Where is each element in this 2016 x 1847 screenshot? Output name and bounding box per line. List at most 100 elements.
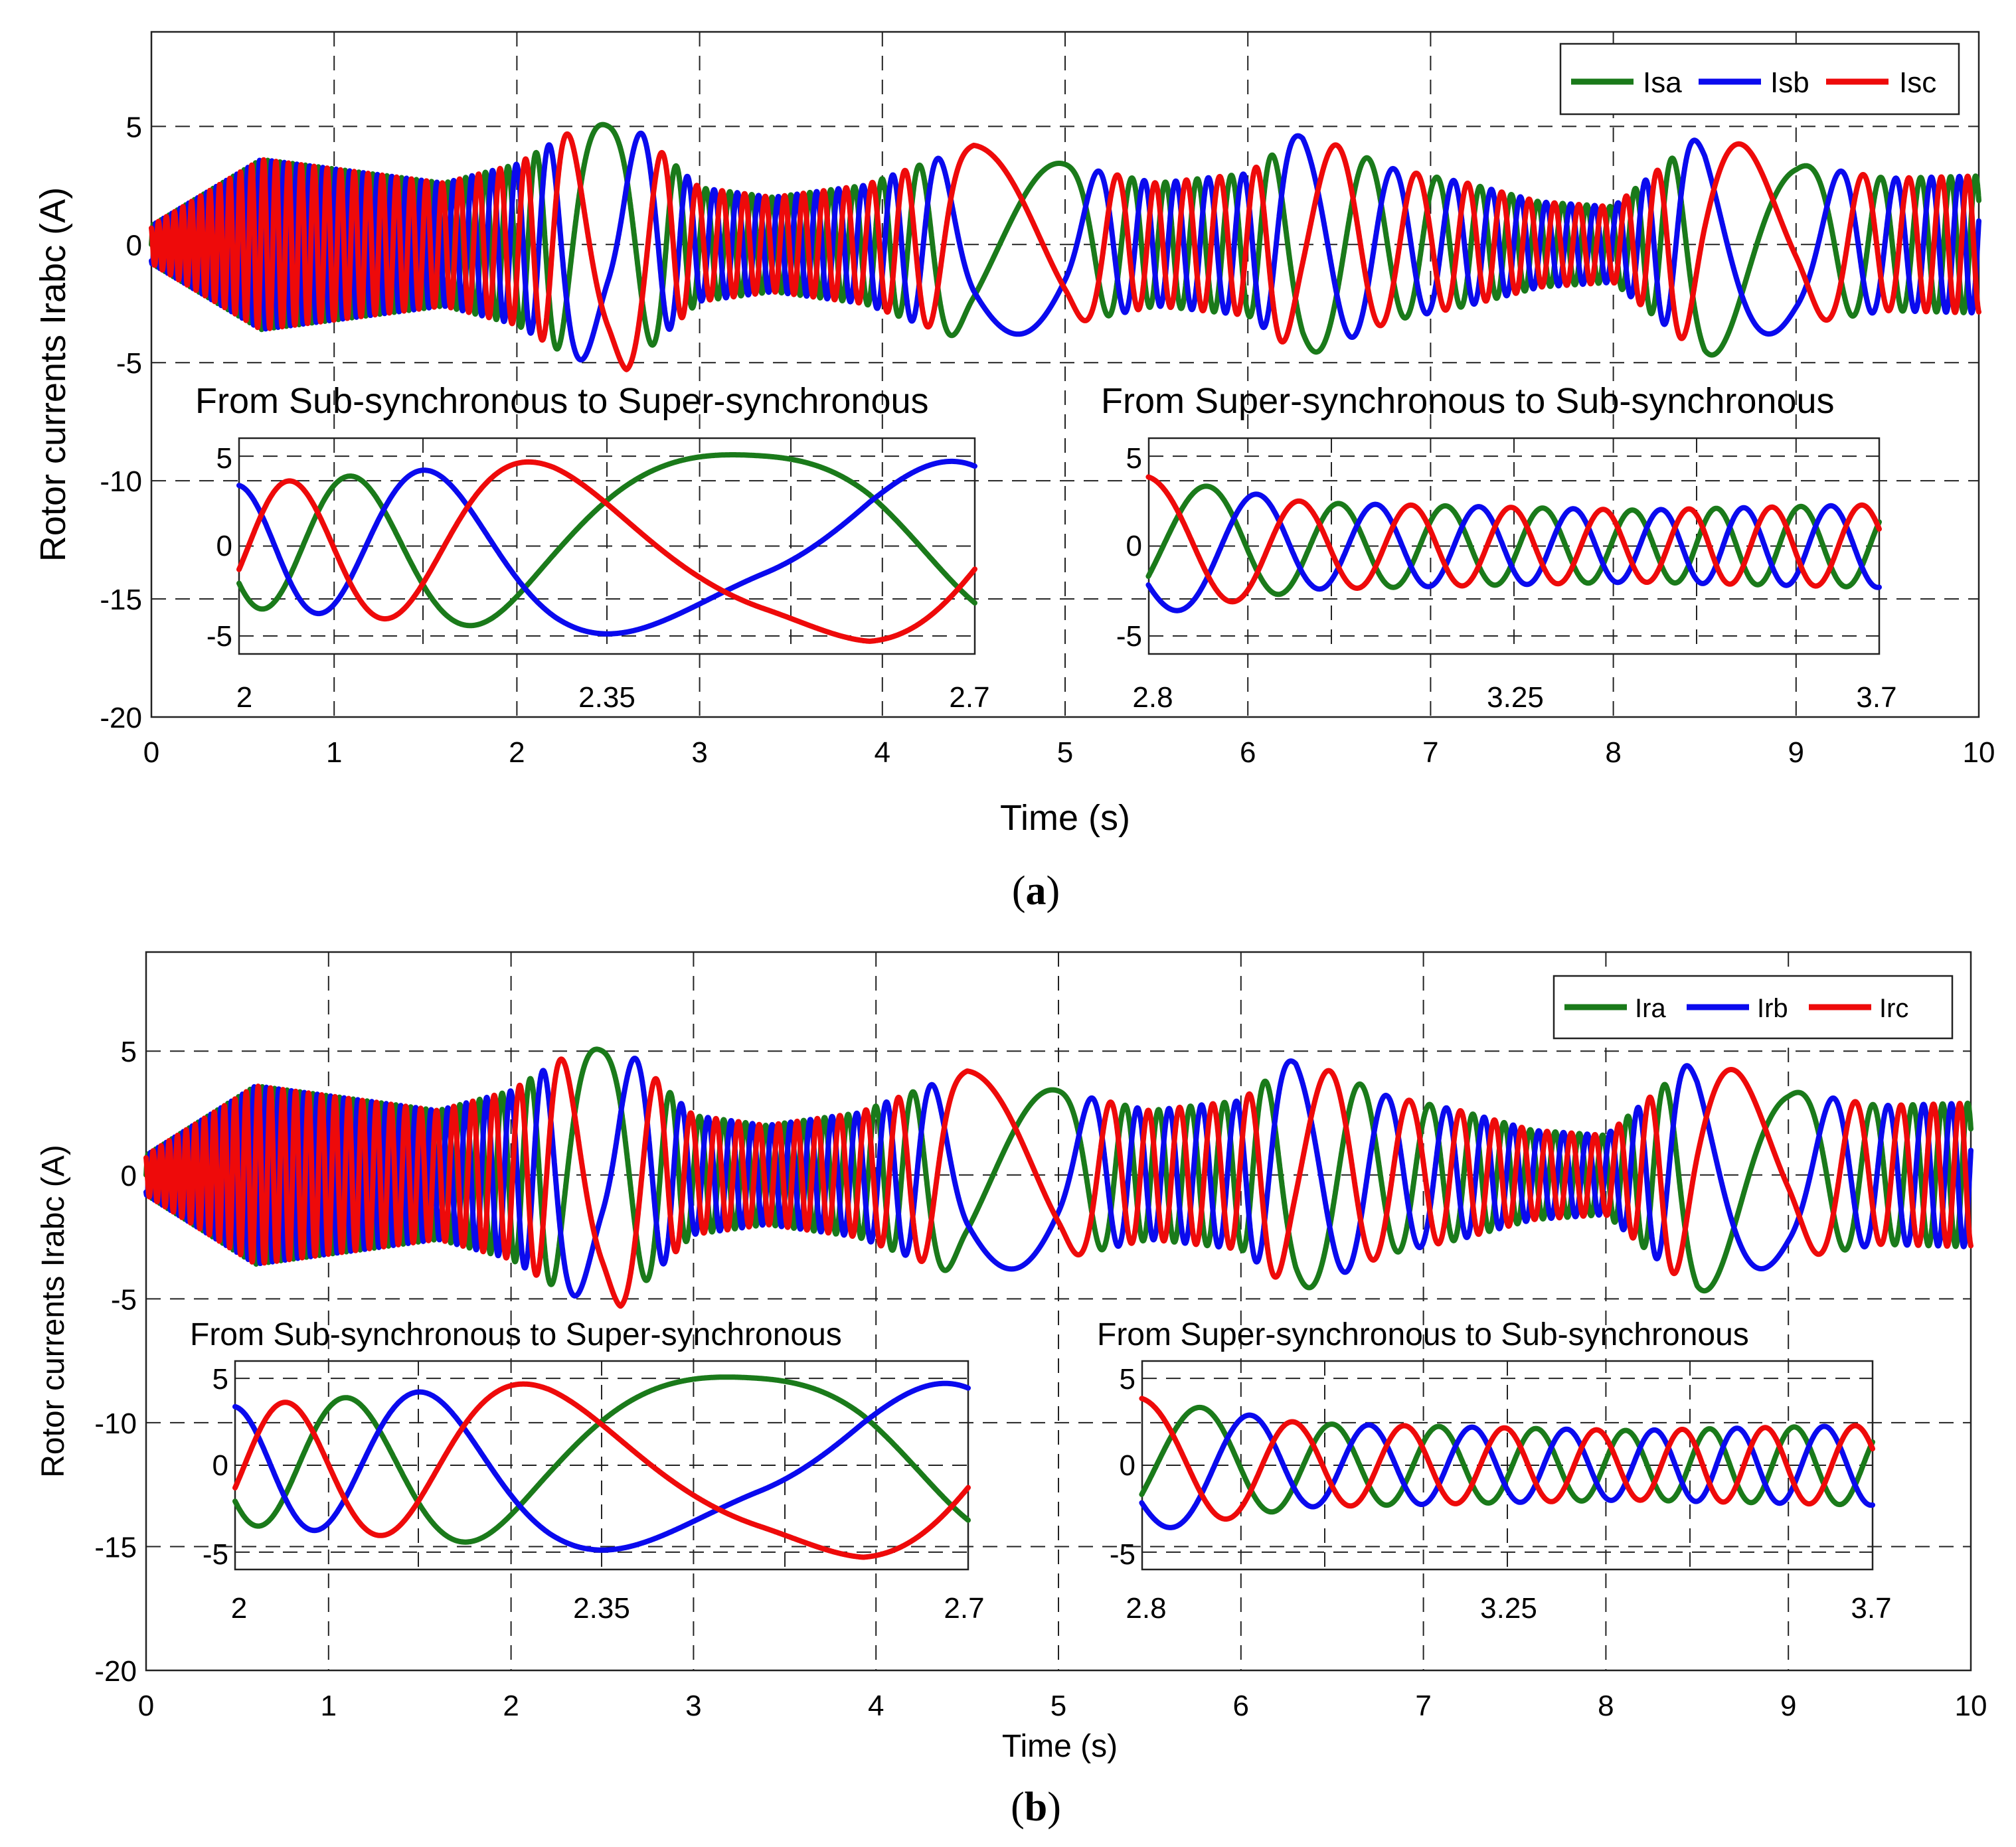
panel-a-inset-2-title: From Super-synchronous to Sub-synchronou…	[1101, 381, 1835, 421]
panel-a-x-ticks: 0 1 2 3 4 5 6 7 8 9 10	[143, 736, 1995, 769]
x-tick-label: 9	[1780, 1690, 1796, 1722]
x-tick-label: 3	[685, 1690, 701, 1722]
y-tick-label: -10	[100, 465, 142, 498]
panel-a-legend: Isa Isb Isc	[1559, 42, 1960, 116]
y-tick-label: -5	[116, 347, 142, 380]
y-tick-label: -20	[94, 1655, 137, 1688]
legend-label-isc: Isc	[1899, 66, 1936, 99]
series-isc	[149, 131, 1981, 372]
panel-a-inset-2-ytick-1: 0	[1126, 530, 1142, 562]
panel-a-inset-2-xtick-1: 3.25	[1487, 681, 1544, 714]
x-tick-label: 3	[691, 736, 707, 769]
panel-b-inset-2	[1139, 1361, 1875, 1569]
panel-a-inset-2-xtick-0: 2.8	[1132, 681, 1173, 714]
panel-a-inset-2-xtick-2: 3.7	[1856, 681, 1896, 714]
panel-a-x-label: Time (s)	[1000, 798, 1130, 838]
panel-a-chart: 0 1 2 3 4 5 6 7 8 9 10 5 0 -5 -10 -15 -20 Time (s) Roto…	[33, 31, 1995, 914]
x-tick-label: 8	[1598, 1690, 1614, 1722]
legend-label-isa: Isa	[1643, 66, 1682, 99]
panel-a-inset-2-ytick-0: 5	[1126, 442, 1142, 475]
panel-a-inset-1-ytick-2: -5	[207, 620, 232, 653]
panel-b-legend: Ira Irb Irc	[1553, 975, 1954, 1040]
inset-series-isb	[236, 458, 977, 637]
x-tick-label: 7	[1415, 1690, 1431, 1722]
panel-a-y-ticks: 5 0 -5 -10 -15 -20	[100, 111, 142, 734]
panel-a-inset-1-xtick-0: 2	[236, 681, 252, 714]
inset-series-irb	[232, 1380, 971, 1553]
y-tick-label: 0	[121, 1160, 137, 1192]
y-tick-label: -20	[100, 702, 142, 734]
inset-series-irc	[1139, 1396, 1875, 1522]
x-tick-label: 5	[1057, 736, 1073, 769]
x-tick-label: 0	[138, 1690, 154, 1722]
x-tick-label: 2	[503, 1690, 519, 1722]
panel-b-inset-2-xtick-1: 3.25	[1480, 1592, 1537, 1625]
panel-b-y-label: Rotor currents Irabc (A)	[36, 1145, 71, 1477]
panel-b-inset-1-xtick-0: 2	[231, 1592, 247, 1625]
panel-a-inset-1-ytick-1: 0	[216, 530, 232, 562]
panel-b-inset-2-ytick-0: 5	[1120, 1363, 1135, 1396]
series-ira	[143, 1046, 1974, 1294]
panel-a-inset-1-ytick-0: 5	[216, 442, 232, 475]
panel-b-inset-1	[232, 1361, 971, 1569]
x-tick-label: 0	[143, 736, 159, 769]
y-tick-label: 5	[121, 1036, 137, 1068]
panel-b-x-ticks: 0 1 2 3 4 5 6 7 8 9 10	[138, 1690, 1987, 1722]
y-tick-label: -10	[94, 1407, 137, 1440]
panel-a-grid	[151, 32, 1979, 717]
x-tick-label: 9	[1788, 736, 1804, 769]
panel-a-inset-1-xtick-2: 2.7	[949, 681, 989, 714]
panel-b-inset-1-title: From Sub-synchronous to Super-synchronou…	[190, 1317, 842, 1352]
panel-b-chart: 0 1 2 3 4 5 6 7 8 9 10 5 0 -5 -10 -15 -20 Time (s) Roto…	[36, 951, 1987, 1830]
panel-b-inset-1-ytick-0: 5	[212, 1363, 228, 1396]
inset-series-isc	[1145, 474, 1882, 605]
x-tick-label: 4	[868, 1690, 884, 1722]
x-tick-label: 4	[875, 736, 890, 769]
inset-series-ira	[1139, 1404, 1875, 1515]
legend-label-isb: Isb	[1770, 66, 1809, 99]
panel-b-inset-2-xtick-0: 2.8	[1126, 1592, 1166, 1625]
x-tick-label: 6	[1240, 736, 1256, 769]
x-tick-label: 2	[509, 736, 525, 769]
x-tick-label: 8	[1605, 736, 1621, 769]
panel-b-caption: (b)	[1011, 1785, 1061, 1830]
inset-series-isa	[1145, 483, 1882, 598]
panel-a-caption: (a)	[1012, 868, 1060, 914]
panel-b-x-label: Time (s)	[1002, 1729, 1118, 1764]
series-isa	[149, 121, 1981, 358]
panel-b-inset-1-xtick-2: 2.7	[944, 1592, 984, 1625]
panel-a-inset-2	[1145, 438, 1882, 654]
panel-b-inset-2-title: From Super-synchronous to Sub-synchronou…	[1097, 1317, 1749, 1352]
panel-a-inset-1-title: From Sub-synchronous to Super-synchronou…	[195, 381, 929, 421]
x-tick-label: 1	[321, 1690, 337, 1722]
panel-a-caption-letter: a	[1026, 868, 1047, 914]
panel-b-inset-2-ytick-2: -5	[1110, 1538, 1135, 1571]
y-tick-label: 5	[126, 111, 142, 143]
panel-b-inset-1-ytick-1: 0	[212, 1449, 228, 1482]
panel-b-series	[143, 1046, 1974, 1309]
x-tick-label: 5	[1050, 1690, 1066, 1722]
inset-series-irc	[232, 1381, 971, 1560]
panel-a-inset-1	[236, 438, 977, 654]
panel-b-inset-2-ytick-1: 0	[1120, 1449, 1135, 1482]
panel-b-inset-1-xtick-1: 2.35	[573, 1592, 630, 1625]
panel-a-y-label: Rotor currents Irabc (A)	[33, 187, 73, 562]
panel-a-series	[149, 121, 1981, 372]
panel-a-inset-2-ytick-2: -5	[1116, 620, 1142, 653]
panel-b-caption-letter: b	[1025, 1785, 1047, 1830]
x-tick-label: 7	[1422, 736, 1438, 769]
legend-label-ira: Ira	[1635, 994, 1666, 1023]
panel-b-inset-2-xtick-2: 3.7	[1851, 1592, 1891, 1625]
x-tick-label: 10	[1955, 1690, 1987, 1722]
legend-label-irc: Irc	[1879, 994, 1908, 1023]
x-tick-label: 10	[1963, 736, 1995, 769]
y-tick-label: -5	[111, 1283, 137, 1316]
x-tick-label: 1	[326, 736, 342, 769]
panel-a-inset-1-xtick-1: 2.35	[578, 681, 635, 714]
panel-b-y-ticks: 5 0 -5 -10 -15 -20	[94, 1036, 137, 1688]
legend-label-irb: Irb	[1757, 994, 1788, 1023]
inset-series-isc	[236, 459, 977, 644]
y-tick-label: -15	[100, 584, 142, 616]
y-tick-label: 0	[126, 229, 142, 262]
